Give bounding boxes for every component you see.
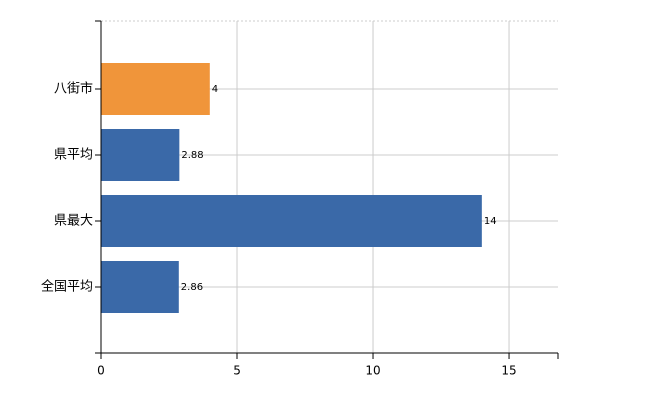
x-tick-label: 10 — [365, 364, 380, 378]
data-label: 14 — [484, 216, 497, 227]
y-tick-label: 県最大 — [54, 214, 93, 229]
x-tick-label: 15 — [501, 364, 516, 378]
data-label: 4 — [212, 84, 218, 95]
y-tick-label: 県平均 — [54, 148, 93, 163]
bar — [101, 129, 180, 181]
x-tick-label: 0 — [97, 364, 105, 378]
x-tick-label: 5 — [233, 364, 241, 378]
bar — [101, 261, 179, 313]
bar — [101, 63, 210, 115]
data-label: 2.88 — [181, 150, 203, 161]
y-tick-label: 全国平均 — [41, 279, 93, 295]
data-label: 2.86 — [181, 282, 203, 293]
bar — [101, 195, 482, 247]
y-tick-label: 八街市 — [54, 81, 93, 97]
